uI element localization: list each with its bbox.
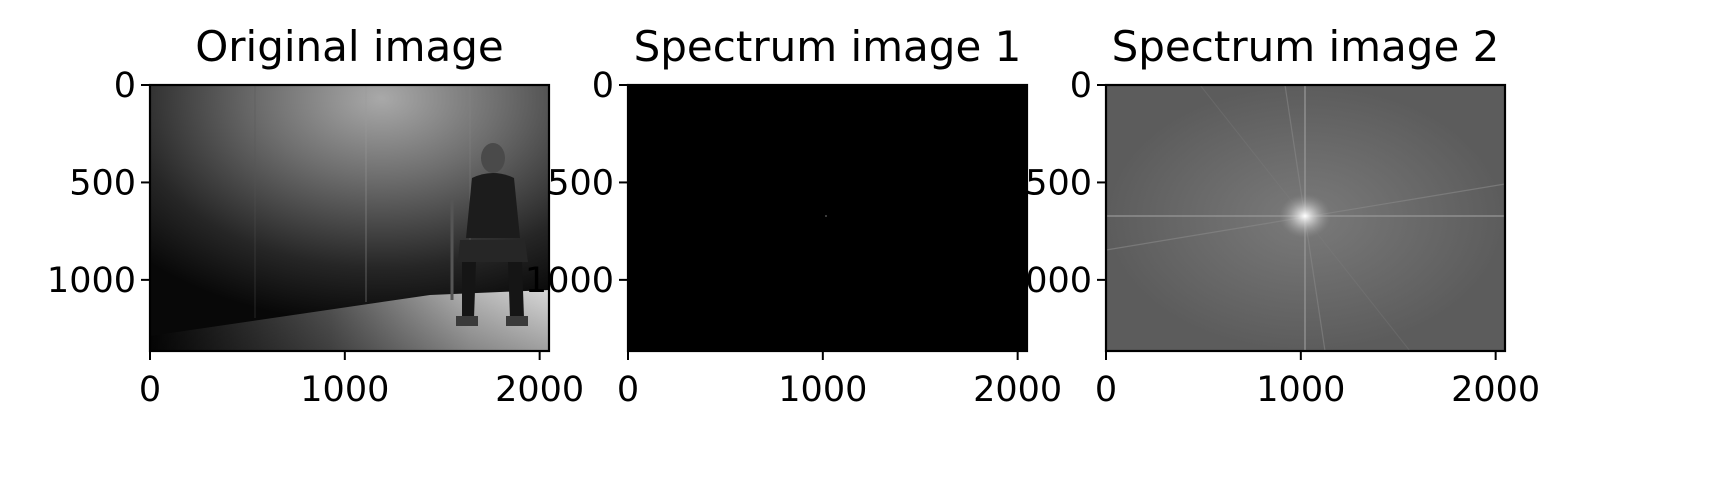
spectrum-2-image xyxy=(1106,85,1505,351)
y-tick-label: 1000 xyxy=(1003,261,1092,301)
y-tick-label: 500 xyxy=(547,163,614,203)
panel-spectrum-1: Spectrum image 1 0 1000 2000 0 500 1000 xyxy=(525,22,1062,410)
spectrum-2-title: Spectrum image 2 xyxy=(1112,22,1500,71)
y-tick-label: 0 xyxy=(114,66,136,106)
spectrum-1-x-ticks: 0 1000 2000 xyxy=(617,351,1062,410)
x-tick-label: 1000 xyxy=(778,370,867,410)
spectrum-1-center-dot xyxy=(825,215,827,217)
x-tick-label: 0 xyxy=(1095,370,1117,410)
y-tick-label: 0 xyxy=(592,66,614,106)
y-tick-label: 500 xyxy=(69,163,136,203)
x-tick-label: 2000 xyxy=(1451,370,1540,410)
x-tick-label: 0 xyxy=(617,370,639,410)
y-tick-label: 1000 xyxy=(525,261,614,301)
original-image xyxy=(150,85,549,351)
x-tick-label: 2000 xyxy=(973,370,1062,410)
spectrum-1-y-ticks: 0 500 1000 xyxy=(525,66,628,301)
x-tick-label: 1000 xyxy=(300,370,389,410)
person-silhouette xyxy=(450,143,528,326)
x-tick-label: 1000 xyxy=(1256,370,1345,410)
spectrum-2-axes-frame xyxy=(1104,83,1507,353)
y-tick-label: 1000 xyxy=(47,261,136,301)
y-tick-label: 500 xyxy=(1025,163,1092,203)
spectrum-1-axes-frame xyxy=(626,83,1029,353)
spectrum-2-y-ticks: 0 500 1000 xyxy=(1003,66,1106,301)
original-axes-frame xyxy=(148,83,551,353)
panel-original: Original image 0 1000 2000 0 500 1000 xyxy=(47,22,584,410)
spectrum-1-title: Spectrum image 1 xyxy=(634,22,1022,71)
spectrum-1-image xyxy=(628,85,1027,351)
panel-spectrum-2: Spectrum image 2 0 1000 2000 0 500 1000 xyxy=(1003,22,1540,410)
x-tick-label: 0 xyxy=(139,370,161,410)
original-title: Original image xyxy=(195,22,504,71)
original-y-ticks: 0 500 1000 xyxy=(47,66,150,301)
y-tick-label: 0 xyxy=(1070,66,1092,106)
spectrum-2-x-ticks: 0 1000 2000 xyxy=(1095,351,1540,410)
original-x-ticks: 0 1000 2000 xyxy=(139,351,584,410)
x-tick-label: 2000 xyxy=(495,370,584,410)
